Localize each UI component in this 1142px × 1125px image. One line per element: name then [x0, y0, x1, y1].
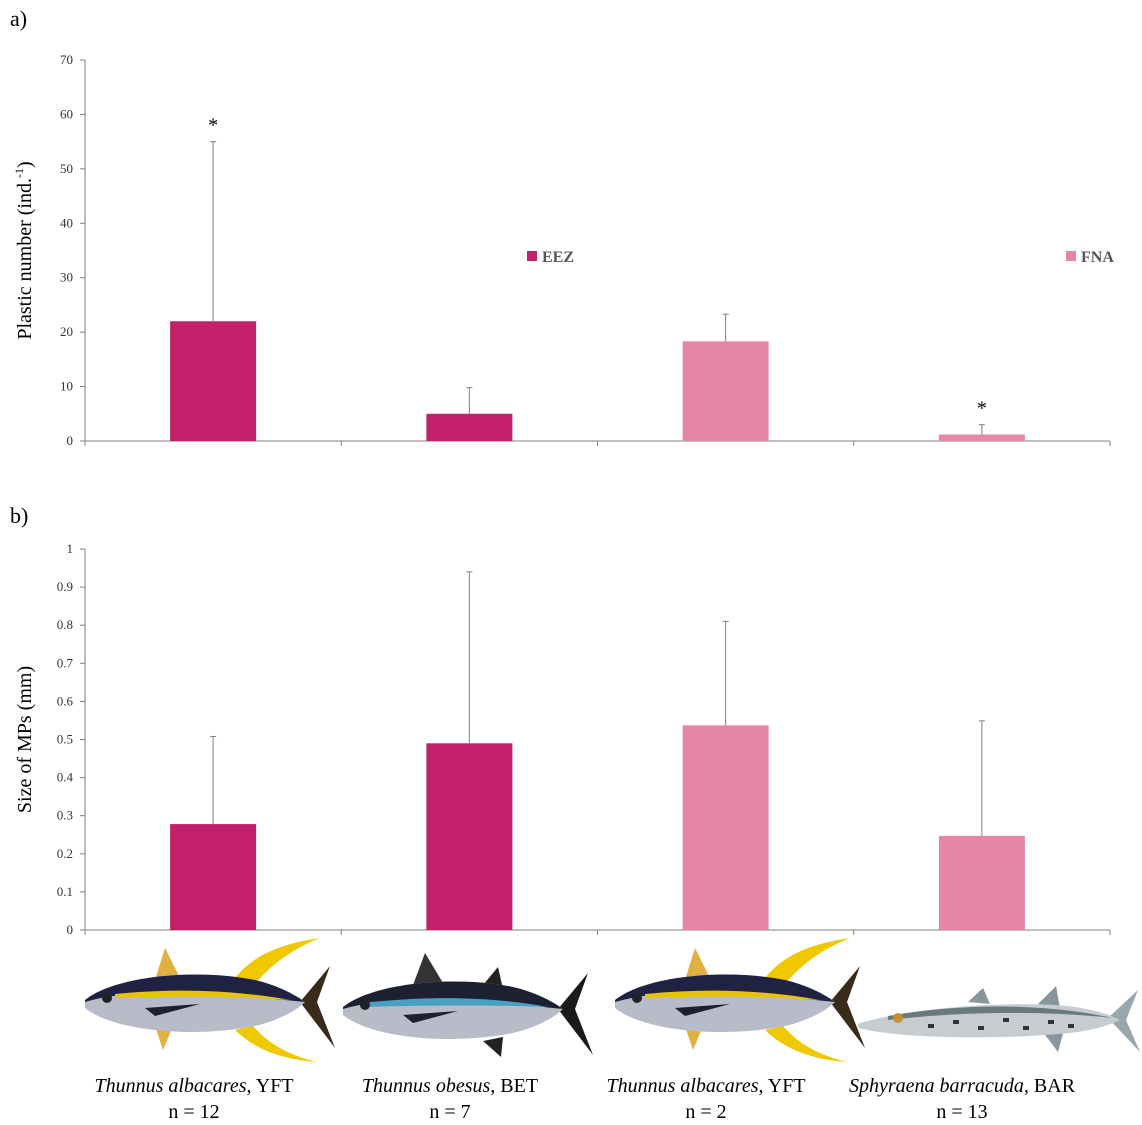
y-tick-label: 0.8	[57, 617, 73, 632]
y-tick-label: 20	[60, 324, 73, 339]
eye	[102, 993, 112, 1003]
y-axis-label: Plastic number (ind.-1)	[12, 161, 36, 339]
first-dorsal	[155, 948, 180, 980]
legend-swatch-eez	[527, 251, 537, 261]
first-dorsal	[413, 953, 443, 985]
lateral-stripe	[645, 990, 820, 1000]
y-tick-label: 30	[60, 270, 73, 285]
y-tick-label: 10	[60, 379, 73, 394]
y-tick-label: 0	[67, 922, 74, 937]
dorsal-fin	[235, 938, 320, 984]
sample-size: n = 2	[685, 1101, 727, 1123]
y-tick-label: 0.7	[57, 655, 74, 670]
bar-eez	[170, 824, 257, 930]
panel-b-label: b)	[10, 503, 29, 528]
second-dorsal	[1038, 986, 1060, 1008]
significance-marker: *	[208, 115, 218, 137]
yellowfin-tuna-icon	[615, 938, 865, 1062]
species-code: , YFT	[758, 1075, 806, 1097]
anal-fin	[1043, 1030, 1064, 1052]
species-name: Sphyraena barracuda	[848, 1075, 1024, 1097]
sample-size: n = 7	[429, 1101, 471, 1123]
bar-fna	[682, 725, 769, 930]
body-spot	[1068, 1024, 1074, 1028]
yellowfin-tuna-icon	[85, 938, 335, 1062]
body-spot	[1023, 1026, 1029, 1030]
plastic-number-chart: 0 10 20 30 40 50 60 70 Plastic number (ind.-1) * *…	[12, 52, 1114, 448]
bar-fna	[938, 434, 1025, 441]
y-tick-label: 0.2	[57, 846, 73, 861]
bar-eez	[426, 413, 513, 441]
significance-marker: *	[977, 398, 987, 420]
first-dorsal	[685, 948, 710, 980]
bar-eez	[170, 321, 257, 441]
y-axis-label: Size of MPs (mm)	[14, 666, 36, 813]
body-spot	[928, 1024, 934, 1028]
body-spot	[1048, 1020, 1054, 1024]
pectoral-fin	[403, 1011, 458, 1023]
y-tick-label: 0.5	[57, 732, 73, 747]
species-code: , BAR	[1023, 1075, 1076, 1097]
species-label-3: Thunnus albacares, YFT n = 2	[578, 1073, 834, 1125]
pelvic-fin	[155, 1026, 173, 1050]
eye	[632, 993, 642, 1003]
anal-fin	[483, 1037, 503, 1057]
y-tick-label: 0.1	[57, 884, 73, 899]
anal-fin	[765, 1026, 847, 1062]
y-tick-label: 50	[60, 161, 73, 176]
eye	[360, 1000, 370, 1010]
anal-fin	[235, 1026, 317, 1062]
y-tick-label: 1	[67, 541, 74, 556]
bigeye-tuna-icon	[343, 953, 593, 1057]
body-spot	[1003, 1018, 1009, 1022]
y-tick-label: 0.3	[57, 808, 73, 823]
eye	[893, 1013, 903, 1023]
body-spot	[953, 1020, 959, 1024]
pectoral-fin	[145, 1004, 200, 1016]
body-spot	[978, 1026, 984, 1030]
bar-eez	[426, 743, 513, 930]
pelvic-fin	[685, 1026, 703, 1050]
lateral-stripe	[115, 990, 290, 1000]
species-label-4: Sphyraena barracuda, BAR n = 13	[834, 1073, 1090, 1125]
tail-fin	[558, 973, 593, 1055]
tail-fin	[1108, 990, 1140, 1052]
y-tick-label: 0.9	[57, 579, 73, 594]
panel-a-label: a)	[10, 6, 28, 31]
tail-fin	[300, 966, 335, 1048]
species-label-2: Thunnus obesus, BET n = 7	[322, 1073, 578, 1125]
lateral-stripe	[363, 998, 548, 1007]
mp-size-chart: 0 0.1 0.2 0.3 0.4 0.5 0.6 0.7 0.8 0.9 1 Size of MPs…	[14, 541, 1111, 937]
species-name: Thunnus albacares	[94, 1075, 247, 1097]
fish-illustrations	[85, 938, 1140, 1062]
dorsal-fin	[765, 938, 850, 984]
species-code: , BET	[490, 1075, 539, 1097]
first-dorsal	[968, 988, 990, 1004]
bar-fna	[682, 341, 769, 441]
back	[888, 1006, 1113, 1020]
legend-label-eez: EEZ	[542, 249, 574, 266]
species-code: , YFT	[246, 1075, 294, 1097]
y-tick-label: 0	[67, 433, 74, 448]
pectoral-fin	[675, 1004, 730, 1016]
species-name: Thunnus albacares	[606, 1075, 759, 1097]
species-name: Thunnus obesus	[361, 1075, 491, 1097]
y-tick-label: 0.6	[57, 693, 74, 708]
y-tick-label: 0.4	[57, 770, 74, 785]
barracuda-icon	[858, 986, 1140, 1052]
y-tick-label: 60	[60, 106, 73, 121]
sample-size: n = 13	[936, 1101, 988, 1123]
legend-swatch-fna	[1066, 251, 1076, 261]
y-tick-label: 40	[60, 215, 73, 230]
species-label-1: Thunnus albacares, YFT n = 12	[66, 1073, 322, 1125]
bar-fna	[938, 835, 1025, 930]
sample-size: n = 12	[168, 1101, 220, 1123]
tail-fin	[830, 966, 865, 1048]
legend-label-fna: FNA	[1081, 249, 1114, 266]
y-tick-label: 70	[60, 52, 73, 67]
